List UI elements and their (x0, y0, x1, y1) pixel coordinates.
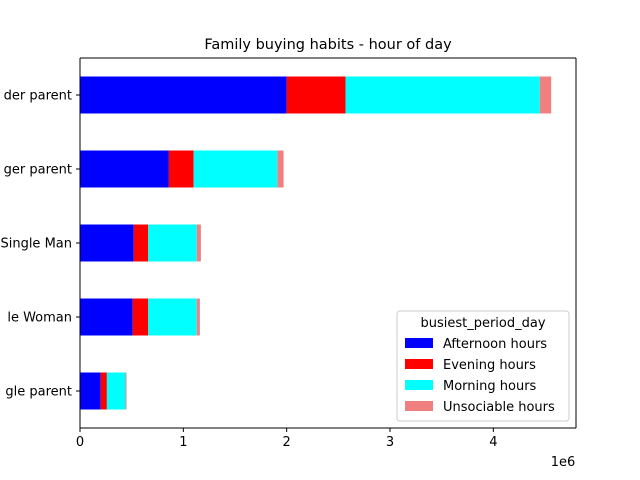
chart-title: Family buying habits - hour of day (204, 37, 452, 53)
bar-segment (80, 372, 101, 410)
y-tick-label: Single Man (0, 237, 72, 252)
y-tick-label: le Woman (7, 311, 72, 326)
y-tick-label: der parent (4, 89, 72, 104)
legend-frame (396, 310, 570, 422)
x-tick-label: 1 (179, 435, 187, 450)
bar-segment (168, 150, 194, 188)
bar-segment (80, 224, 134, 262)
bar-segment (100, 372, 107, 410)
legend-swatch (405, 359, 433, 369)
bar-segment (539, 76, 552, 114)
bar-segment (345, 76, 540, 114)
bar-segment (133, 224, 149, 262)
bar-segment (106, 372, 126, 410)
bar-segment (148, 298, 197, 336)
bar-segment (80, 76, 287, 114)
legend-swatch (405, 338, 433, 348)
y-tick-label: gle parent (5, 385, 72, 400)
x-tick-label: 4 (489, 435, 497, 450)
legend-swatch (405, 401, 433, 411)
legend-swatch (405, 380, 433, 390)
legend-label: Unsociable hours (443, 400, 555, 415)
legend: busiest_period_day Afternoon hours Evening… (396, 310, 570, 422)
legend-label: Afternoon hours (443, 337, 547, 352)
x-tick-label: 3 (386, 435, 394, 450)
axes: 0 1 2 3 4 gle parent le Woman Single Man ger par… (0, 57, 577, 450)
legend-title: busiest_period_day (420, 316, 545, 331)
bar-segment (125, 372, 127, 410)
plot-area (80, 76, 552, 410)
bar-segment (196, 298, 200, 336)
bar-segment (148, 224, 197, 262)
bar-segment (132, 298, 149, 336)
x-tick-label: 0 (76, 435, 84, 450)
legend-label: Evening hours (443, 358, 536, 373)
y-tick-label: ger parent (4, 163, 72, 178)
x-tick-label: 2 (283, 435, 291, 450)
bar-segment (80, 298, 133, 336)
bar-segment (196, 224, 201, 262)
x-offset-label: 1e6 (551, 455, 576, 470)
bar-segment (277, 150, 284, 188)
legend-label: Morning hours (443, 379, 537, 394)
bar-segment (286, 76, 346, 114)
bar-segment (193, 150, 278, 188)
bar-segment (80, 150, 169, 188)
